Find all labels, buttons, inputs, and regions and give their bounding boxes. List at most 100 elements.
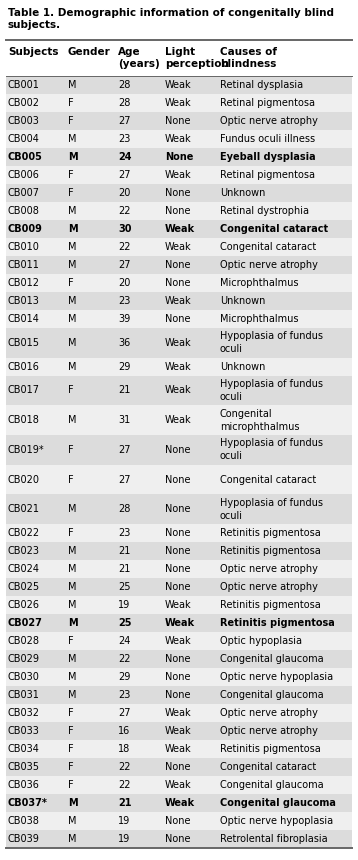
Text: 16: 16 xyxy=(118,726,130,736)
Text: Weak: Weak xyxy=(165,224,195,234)
Text: Weak: Weak xyxy=(165,361,192,372)
Text: Retinitis pigmentosa: Retinitis pigmentosa xyxy=(220,528,321,538)
Text: Optic nerve atrophy: Optic nerve atrophy xyxy=(220,708,318,718)
Bar xyxy=(6,578,352,596)
Bar xyxy=(6,435,352,464)
Text: M: M xyxy=(68,260,77,270)
Text: Hypoplasia of fundus: Hypoplasia of fundus xyxy=(220,331,323,341)
Text: Microphthalmus: Microphthalmus xyxy=(220,314,299,324)
Text: Retinitis pigmentosa: Retinitis pigmentosa xyxy=(220,600,321,610)
Text: Weak: Weak xyxy=(165,134,192,144)
Text: CB013: CB013 xyxy=(8,296,40,306)
Text: M: M xyxy=(68,834,77,844)
Text: 21: 21 xyxy=(118,798,131,808)
Text: Optic nerve atrophy: Optic nerve atrophy xyxy=(220,726,318,736)
Text: 22: 22 xyxy=(118,762,131,772)
Text: M: M xyxy=(68,618,78,628)
Bar xyxy=(6,328,352,358)
Text: F: F xyxy=(68,762,74,772)
Text: CB039: CB039 xyxy=(8,834,40,844)
Bar xyxy=(6,830,352,848)
Text: None: None xyxy=(165,116,190,126)
Text: None: None xyxy=(165,206,190,216)
Text: 30: 30 xyxy=(118,224,131,234)
Text: 29: 29 xyxy=(118,361,130,372)
Bar xyxy=(6,632,352,650)
Text: CB023: CB023 xyxy=(8,546,40,556)
Text: CB032: CB032 xyxy=(8,708,40,718)
Bar xyxy=(6,358,352,376)
Text: (years): (years) xyxy=(118,59,160,70)
Text: Weak: Weak xyxy=(165,780,192,790)
Text: Retinal dysplasia: Retinal dysplasia xyxy=(220,80,303,90)
Bar xyxy=(6,274,352,292)
Text: 31: 31 xyxy=(118,415,130,425)
Text: 27: 27 xyxy=(118,170,131,180)
Text: 23: 23 xyxy=(118,134,130,144)
Text: M: M xyxy=(68,600,77,610)
Text: 22: 22 xyxy=(118,206,131,216)
Text: Weak: Weak xyxy=(165,385,192,396)
Text: Hypoplasia of fundus: Hypoplasia of fundus xyxy=(220,498,323,507)
Bar xyxy=(6,776,352,794)
Text: Hypoplasia of fundus: Hypoplasia of fundus xyxy=(220,379,323,389)
Text: CB006: CB006 xyxy=(8,170,40,180)
Text: F: F xyxy=(68,98,74,108)
Bar xyxy=(6,668,352,686)
Text: F: F xyxy=(68,780,74,790)
Text: F: F xyxy=(68,475,74,484)
Text: Weak: Weak xyxy=(165,618,195,628)
Text: CB002: CB002 xyxy=(8,98,40,108)
Text: CB018: CB018 xyxy=(8,415,40,425)
Text: F: F xyxy=(68,116,74,126)
Bar xyxy=(6,560,352,578)
Text: None: None xyxy=(165,278,190,288)
Bar xyxy=(6,148,352,166)
Text: None: None xyxy=(165,260,190,270)
Text: M: M xyxy=(68,816,77,826)
Text: 36: 36 xyxy=(118,338,130,347)
Bar xyxy=(6,596,352,614)
Text: Weak: Weak xyxy=(165,98,192,108)
Text: CB034: CB034 xyxy=(8,744,40,754)
Text: 28: 28 xyxy=(118,504,130,514)
Bar xyxy=(6,650,352,668)
Text: F: F xyxy=(68,385,74,396)
Text: CB012: CB012 xyxy=(8,278,40,288)
Bar xyxy=(6,184,352,202)
Text: 25: 25 xyxy=(118,582,131,592)
Text: Optic nerve hypoplasia: Optic nerve hypoplasia xyxy=(220,672,333,682)
Bar xyxy=(6,722,352,740)
Text: Weak: Weak xyxy=(165,636,192,646)
Bar xyxy=(6,130,352,148)
Text: CB029: CB029 xyxy=(8,654,40,664)
Text: Weak: Weak xyxy=(165,242,192,252)
Text: CB035: CB035 xyxy=(8,762,40,772)
Bar xyxy=(6,494,352,524)
Text: 19: 19 xyxy=(118,600,130,610)
Text: M: M xyxy=(68,134,77,144)
Text: microphthalmus: microphthalmus xyxy=(220,421,300,432)
Text: Weak: Weak xyxy=(165,798,195,808)
Bar xyxy=(6,686,352,704)
Text: Fundus oculi illness: Fundus oculi illness xyxy=(220,134,315,144)
Text: 28: 28 xyxy=(118,98,130,108)
Text: F: F xyxy=(68,726,74,736)
Text: oculi: oculi xyxy=(220,392,243,402)
Text: CB004: CB004 xyxy=(8,134,40,144)
Text: 18: 18 xyxy=(118,744,130,754)
Text: CB028: CB028 xyxy=(8,636,40,646)
Text: M: M xyxy=(68,242,77,252)
Text: Light: Light xyxy=(165,46,195,57)
Text: F: F xyxy=(68,636,74,646)
Text: CB036: CB036 xyxy=(8,780,40,790)
Text: None: None xyxy=(165,834,190,844)
Text: None: None xyxy=(165,672,190,682)
Text: CB017: CB017 xyxy=(8,385,40,396)
Text: 27: 27 xyxy=(118,260,131,270)
Bar xyxy=(6,524,352,542)
Text: 29: 29 xyxy=(118,672,130,682)
Text: M: M xyxy=(68,206,77,216)
Bar xyxy=(6,256,352,274)
Text: None: None xyxy=(165,654,190,664)
